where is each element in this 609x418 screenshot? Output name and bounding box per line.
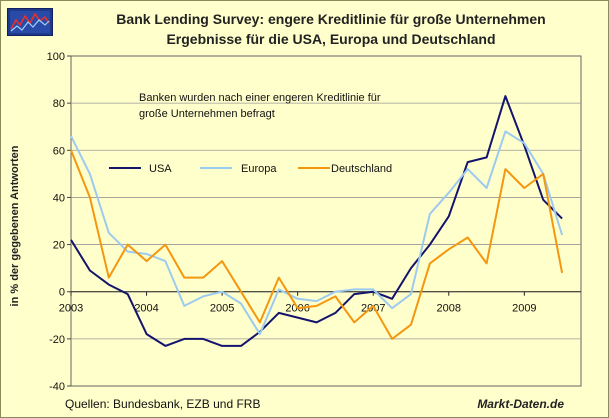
chart-subtitle: Ergebnisse für die USA, Europa und Deuts… (166, 31, 496, 47)
series-line-usa (70, 95, 563, 347)
x-tick-label: 2003 (59, 303, 83, 315)
x-tick-label: 2008 (437, 303, 461, 315)
y-tick-label: 60 (53, 145, 65, 157)
y-tick-label: 40 (53, 192, 65, 204)
series-line-deutschland (70, 149, 564, 340)
y-tick-label: 0 (59, 287, 65, 299)
source-note: Quellen: Bundesbank, EZB und FRB (65, 397, 261, 411)
y-tick-label: 100 (47, 51, 65, 63)
x-tick-label: 2004 (134, 303, 158, 315)
legend-label-deutschland: Deutschland (331, 163, 392, 175)
y-tick-label: 80 (53, 98, 65, 110)
brand-label: Markt-Daten.de (477, 397, 564, 411)
y-tick-label: 20 (53, 240, 65, 252)
chart-annotation: große Unternehmen befragt (139, 108, 275, 120)
chart-logo-icon (7, 8, 53, 36)
legend-label-usa: USA (149, 163, 172, 175)
y-tick-label: -40 (49, 381, 65, 393)
x-tick-label: 2009 (512, 303, 536, 315)
x-tick-label: 2005 (210, 303, 234, 315)
y-tick-label: -20 (49, 334, 65, 346)
chart-title: Bank Lending Survey: engere Kreditlinie … (116, 11, 546, 27)
chart-annotation: Banken wurden nach einer engeren Kreditl… (139, 92, 381, 104)
plot-area (70, 55, 582, 387)
legend-label-europa: Europa (241, 163, 277, 175)
